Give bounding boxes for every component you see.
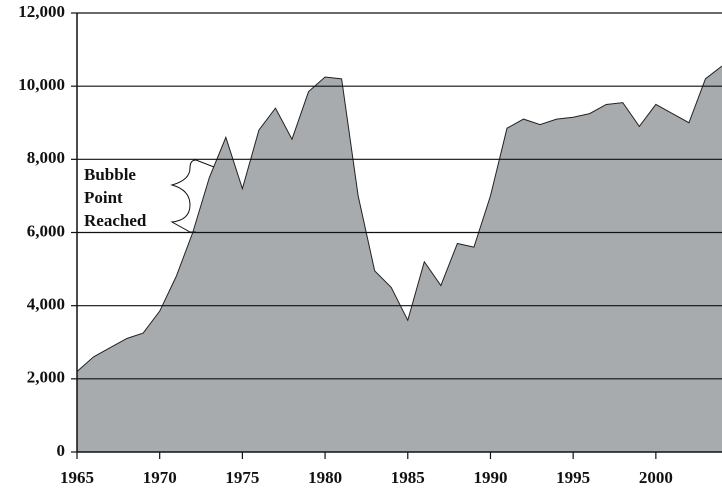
annotation-text: Point — [84, 188, 123, 207]
y-tick-label: 0 — [57, 441, 66, 460]
x-tick-label: 1965 — [60, 468, 94, 487]
x-tick-label: 1980 — [308, 468, 342, 487]
annotation-text: Bubble — [84, 165, 136, 184]
x-tick-label: 1990 — [473, 468, 507, 487]
area — [77, 66, 722, 452]
y-tick-label: 4,000 — [27, 295, 65, 314]
y-tick-label: 10,000 — [18, 75, 65, 94]
area-outline — [76, 65, 722, 372]
annotation-brace — [170, 159, 215, 233]
x-tick-label: 1975 — [225, 468, 259, 487]
x-tick-label: 2000 — [639, 468, 673, 487]
x-tick-label: 1995 — [556, 468, 590, 487]
y-tick-label: 8,000 — [27, 148, 65, 167]
x-tick-label: 1985 — [391, 468, 425, 487]
y-tick-label: 12,000 — [18, 2, 65, 21]
annotation-text: Reached — [84, 211, 147, 230]
y-tick-label: 2,000 — [27, 368, 65, 387]
x-tick-label: 1970 — [143, 468, 177, 487]
y-tick-label: 6,000 — [27, 221, 65, 240]
